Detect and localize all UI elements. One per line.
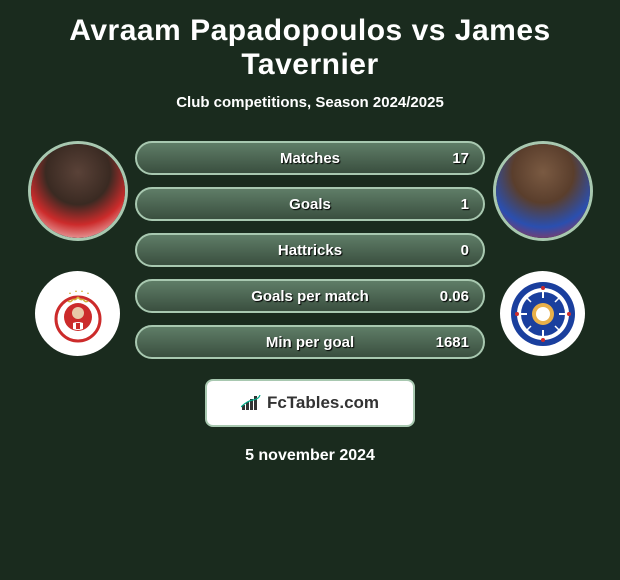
stat-value-right: 0: [461, 242, 469, 259]
avatar-image-left: [31, 144, 125, 238]
watermark-badge: FcTables.com: [205, 379, 415, 427]
stat-row-mpg: Min per goal 1681: [135, 325, 485, 359]
avatar-image-right: [496, 144, 590, 238]
stats-column: Matches 17 Goals 1 Hattricks 0 Goals per…: [135, 141, 485, 359]
stat-value-right: 1681: [436, 334, 469, 351]
bar-chart-icon: [241, 395, 261, 411]
stat-row-gpm: Goals per match 0.06: [135, 279, 485, 313]
stat-value-right: 1: [461, 196, 469, 213]
subtitle: Club competitions, Season 2024/2025: [176, 94, 444, 111]
olympiacos-crest-icon: [43, 279, 113, 349]
stat-label: Matches: [280, 150, 340, 167]
stat-label: Goals per match: [251, 288, 369, 305]
stat-label: Goals: [289, 196, 331, 213]
left-player-avatar: [28, 141, 128, 241]
right-player-avatar: [493, 141, 593, 241]
stat-value-right: 17: [452, 150, 469, 167]
watermark-text: FcTables.com: [267, 393, 379, 413]
date-text: 5 november 2024: [245, 447, 375, 465]
stat-row-hattricks: Hattricks 0: [135, 233, 485, 267]
stat-row-matches: Matches 17: [135, 141, 485, 175]
page-title: Avraam Papadopoulos vs James Tavernier: [0, 14, 620, 82]
comparison-row: Matches 17 Goals 1 Hattricks 0 Goals per…: [0, 141, 620, 359]
stat-label: Min per goal: [266, 334, 354, 351]
rangers-crest-icon: [507, 278, 579, 350]
right-player-col: [485, 141, 600, 356]
left-player-col: [20, 141, 135, 356]
stat-row-goals: Goals 1: [135, 187, 485, 221]
stat-label: Hattricks: [278, 242, 342, 259]
right-club-badge: [500, 271, 585, 356]
left-club-badge: [35, 271, 120, 356]
stat-value-right: 0.06: [440, 288, 469, 305]
